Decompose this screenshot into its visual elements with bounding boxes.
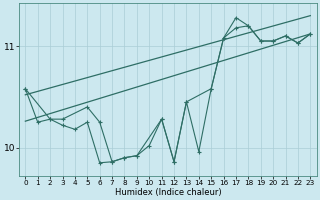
X-axis label: Humidex (Indice chaleur): Humidex (Indice chaleur)	[115, 188, 221, 197]
